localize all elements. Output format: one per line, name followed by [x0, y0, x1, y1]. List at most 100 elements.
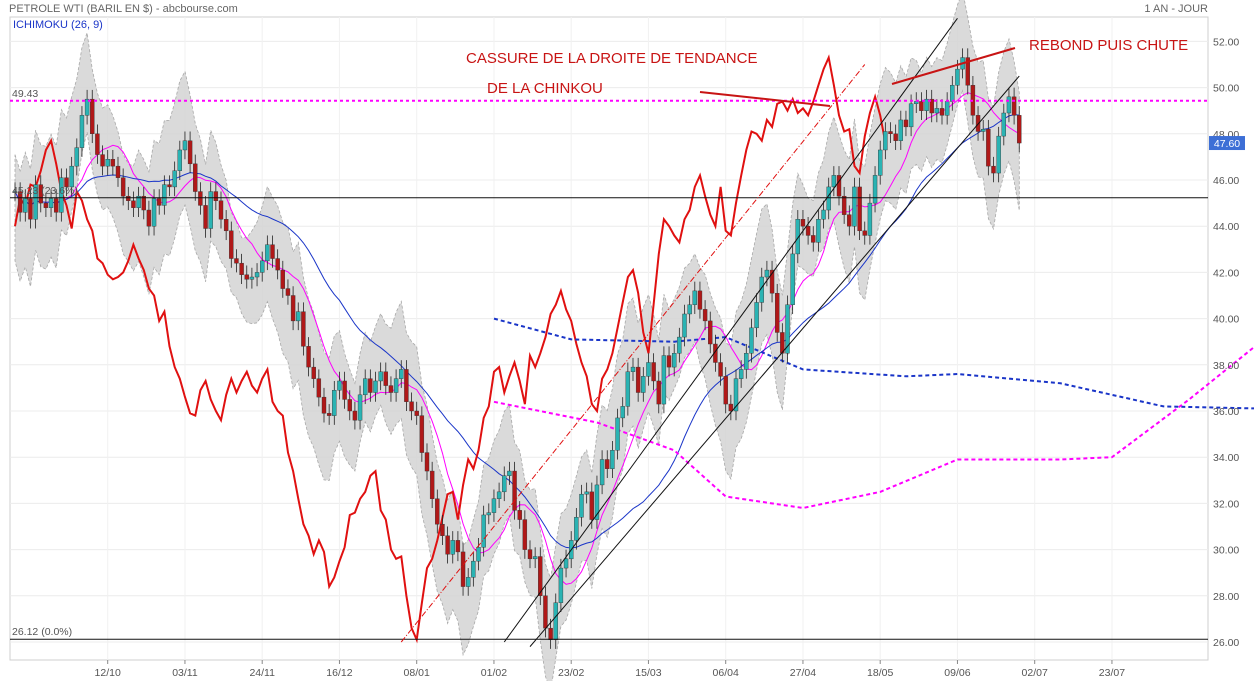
- candle-body: [223, 219, 229, 232]
- candle-body: [17, 191, 23, 213]
- candle-body: [862, 230, 867, 236]
- candle-body: [692, 290, 697, 305]
- candle-body: [1006, 96, 1012, 114]
- chikou-trendline: [400, 64, 866, 643]
- level-label: 45.23 (23.6%): [12, 185, 78, 197]
- candle-body: [435, 498, 440, 525]
- tenkan-line: [14, 92, 1020, 585]
- candle-body: [821, 209, 826, 220]
- candle-body: [352, 410, 358, 421]
- candle-body: [615, 417, 620, 451]
- candle-body: [924, 98, 929, 111]
- candle-body: [677, 336, 682, 354]
- candle-body: [538, 556, 543, 597]
- candle-body: [769, 269, 775, 294]
- candle-body: [229, 230, 234, 259]
- candle-body: [816, 219, 821, 243]
- x-tick-label: 02/07: [1022, 667, 1048, 679]
- candles-layer: [12, 48, 1022, 649]
- annotation-chinkou: DE LA CHINKOU: [487, 80, 603, 97]
- candle-body: [275, 258, 280, 271]
- candle-body: [69, 165, 74, 188]
- candle-body: [337, 380, 342, 391]
- candle-body: [589, 491, 594, 520]
- candle-body: [898, 119, 903, 141]
- candle-body: [841, 195, 847, 215]
- candle-body: [373, 380, 378, 393]
- candle-body: [558, 567, 564, 603]
- chart-title: PETROLE WTI (BARIL EN $) - abcbourse.com: [9, 3, 238, 15]
- candle-body: [527, 549, 533, 560]
- y-tick-label: 52.00: [1213, 36, 1239, 48]
- candle-body: [950, 85, 955, 102]
- candle-body: [187, 140, 193, 165]
- candle-body: [146, 209, 152, 227]
- plot-frame: [9, 16, 1209, 661]
- candle-body: [496, 491, 502, 499]
- candle-body: [260, 260, 265, 273]
- candle-body: [105, 159, 110, 167]
- candle-body: [744, 353, 749, 370]
- candle-body: [239, 262, 244, 275]
- candle-body: [811, 235, 816, 243]
- y-tick-label: 44.00: [1213, 221, 1239, 233]
- candle-body: [429, 470, 435, 499]
- candle-body: [90, 98, 95, 135]
- tenkan-projection: [493, 345, 1254, 510]
- candle-body: [944, 101, 950, 116]
- candle-body: [12, 191, 18, 193]
- candle-body: [414, 410, 419, 416]
- kijun-projection: [493, 317, 1254, 410]
- candle-body: [301, 311, 306, 347]
- candle-body: [934, 108, 940, 114]
- candle-body: [981, 128, 986, 132]
- candle-body: [914, 101, 919, 104]
- candle-body: [522, 519, 528, 550]
- candle-body: [182, 140, 188, 151]
- candle-body: [110, 159, 116, 167]
- candle-body: [718, 362, 723, 377]
- candle-body: [893, 133, 898, 141]
- candle-body: [594, 484, 600, 520]
- x-tick-label: 23/07: [1099, 667, 1125, 679]
- candle-body: [800, 219, 806, 227]
- channel-upper: [503, 18, 958, 643]
- candle-body: [38, 184, 43, 204]
- candle-body: [424, 452, 430, 472]
- candle-body: [151, 198, 157, 227]
- candle-body: [790, 253, 795, 305]
- candle-body: [172, 170, 177, 188]
- candle-body: [156, 198, 162, 206]
- candle-body: [455, 540, 461, 553]
- candle-body: [290, 295, 296, 322]
- candle-body: [610, 450, 615, 469]
- candle-body: [471, 560, 476, 578]
- candle-body: [847, 214, 852, 227]
- candle-body: [466, 577, 471, 587]
- x-tick-label: 03/11: [172, 667, 198, 679]
- channel-lower: [529, 75, 1020, 647]
- kumo-cloud: [14, 0, 1020, 681]
- candle-body: [780, 332, 785, 354]
- candle-body: [553, 602, 558, 640]
- candle-body: [883, 131, 888, 151]
- candle-body: [326, 413, 332, 416]
- candle-body: [507, 470, 512, 476]
- candle-body: [795, 219, 800, 255]
- level-label: 49.43: [12, 88, 38, 100]
- indicator-lines: [14, 54, 1254, 644]
- x-tick-label: 12/10: [95, 667, 121, 679]
- candle-body: [254, 272, 260, 278]
- candle-body: [48, 198, 54, 208]
- level-label: 26.12 (0.0%): [12, 626, 72, 638]
- x-tick-label: 01/02: [481, 667, 507, 679]
- candle-body: [33, 184, 38, 220]
- candle-body: [409, 401, 414, 412]
- x-tick-label: 15/03: [635, 667, 661, 679]
- period-label: 1 AN - JOUR: [1144, 3, 1208, 15]
- candle-body: [563, 558, 569, 569]
- candle-body: [79, 115, 85, 148]
- kijun-line: [14, 114, 1020, 549]
- y-tick-label: 42.00: [1213, 267, 1239, 279]
